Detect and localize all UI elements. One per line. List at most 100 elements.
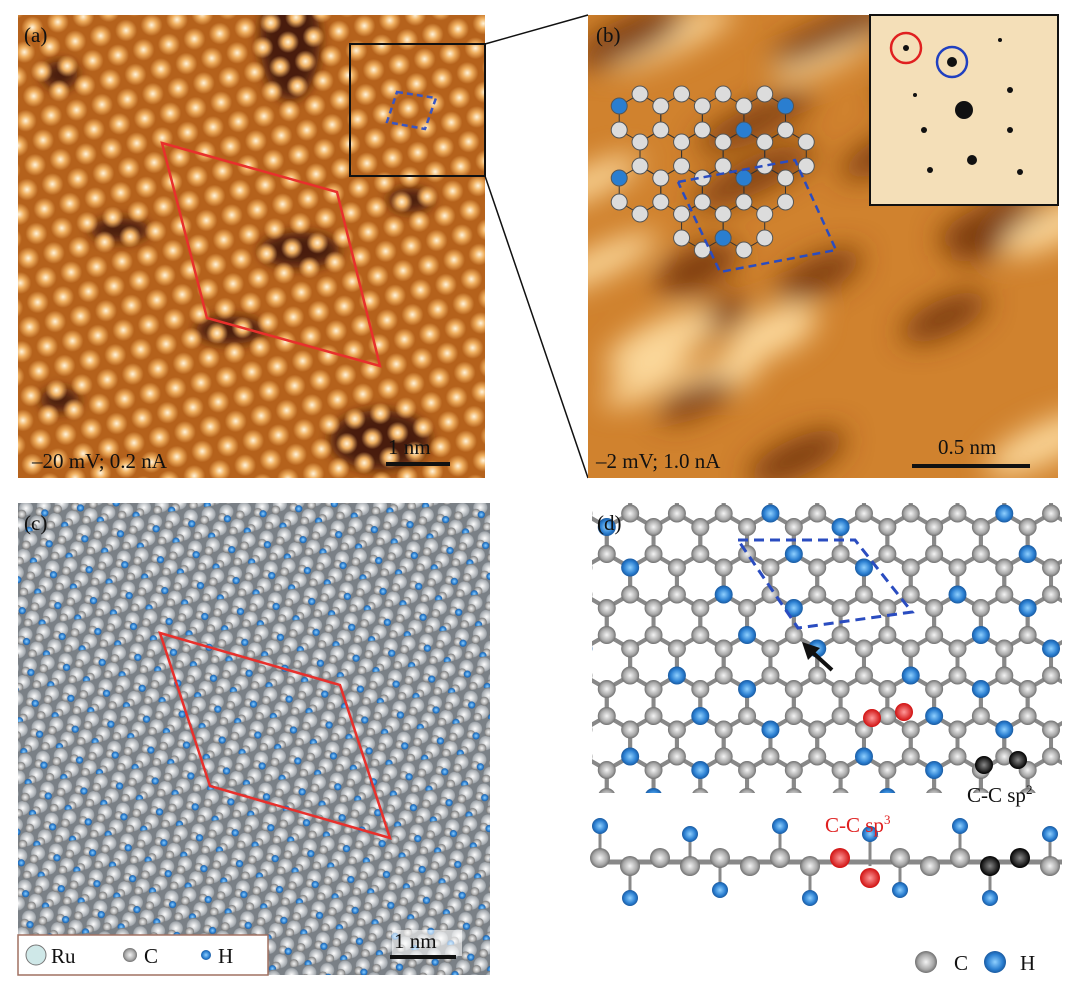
bond [607,797,630,811]
c-atom [995,829,1013,847]
c-atom [1019,869,1037,887]
bond [794,919,817,933]
c-atom [597,680,616,698]
c-atom [1019,923,1037,941]
sp2-label: C-C sp2 [967,782,1032,807]
h-atom [592,818,608,834]
bond [934,878,957,892]
c-atom [738,518,757,536]
h-atom [808,829,826,847]
zoom-line [484,175,589,479]
bond [583,878,606,892]
c-atom [645,869,663,887]
c-atom [761,639,780,658]
c-site [756,133,774,151]
c-atom [504,842,522,860]
h-site [776,97,794,115]
bond [537,838,560,852]
c-atom [948,720,967,739]
h-atom [784,599,803,617]
c-atom [691,545,710,563]
moire-cell [160,141,382,368]
bond [560,838,583,852]
c-atom [926,788,943,793]
bond [513,838,536,852]
bond [677,959,700,973]
bond [607,838,630,852]
bond [911,838,934,852]
h-site [714,229,732,247]
h-atom [772,818,788,834]
caption: –20 mV; 0.2 nA [31,449,168,473]
c-atom [592,510,593,517]
c-atom [832,950,850,968]
bond [911,797,934,811]
c-atom [854,585,873,604]
c-atom [644,518,663,536]
c-atom [1042,585,1061,604]
bond [1051,919,1074,933]
bond [1028,797,1051,811]
bond [700,919,723,933]
fft-spots [903,38,1023,175]
bond [560,757,583,771]
bond [490,757,513,771]
c-atom [1065,518,1080,536]
caption: –2 mV; 1.0 nA [595,449,721,473]
scalebar-bg [392,930,462,956]
c-site [776,193,794,211]
h-atom [995,910,1013,928]
bond [981,838,1004,852]
fft-spot [903,45,909,51]
bond [560,473,583,487]
bond [490,635,513,649]
bond [513,797,536,811]
c-atom [1018,707,1037,725]
c-atom [691,950,709,968]
bond [537,919,560,933]
bond [513,473,536,487]
c-atom [890,848,910,868]
sp3-atom [895,703,913,721]
bond [560,433,583,447]
bond [583,797,606,811]
c-atom [949,883,967,901]
bond [981,838,1004,852]
c-site [693,241,711,259]
bond [911,878,934,892]
h-site [610,169,628,187]
c-atom [645,950,663,968]
bond [513,635,536,649]
fft-spot [1007,87,1013,93]
h-atom [995,504,1014,523]
c-atom [878,923,896,941]
bond [1051,959,1074,973]
h-lattice [18,503,490,975]
bond [887,919,910,933]
bond [911,878,934,892]
c-site [673,229,691,247]
fft-spot [998,38,1002,42]
bond [513,514,536,528]
c-atom [551,518,569,536]
bond [981,878,1004,892]
bond [490,514,513,528]
bond [583,919,606,933]
c-atom [592,726,593,733]
bond [537,473,560,487]
c-atom [831,599,850,617]
h-atom [1065,869,1080,887]
c-atom [621,829,639,847]
c-atom [1065,437,1080,455]
c-atom [598,950,616,968]
bond [934,919,957,933]
c-atom [949,478,967,496]
c-atom [644,680,663,698]
bond [513,716,536,730]
bond [490,473,513,487]
c-atom [691,923,709,941]
c-atom [831,626,850,644]
c-atom [948,639,967,658]
bond [560,554,583,568]
bond [607,797,630,811]
